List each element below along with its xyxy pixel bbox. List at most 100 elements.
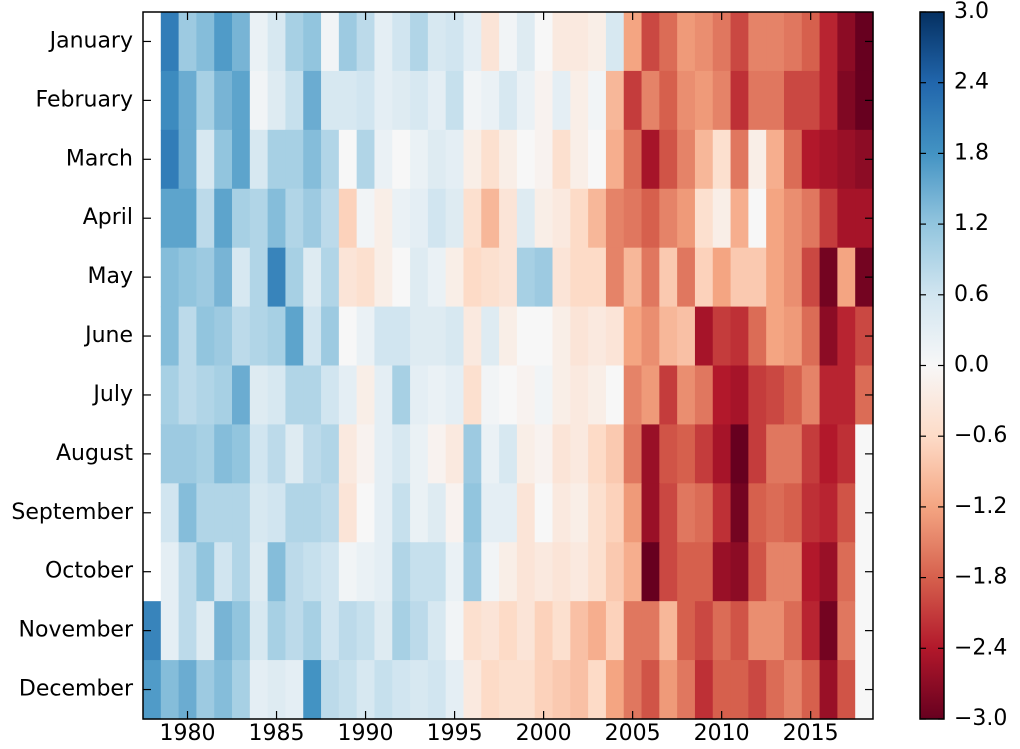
heatmap-cell	[605, 188, 625, 249]
heatmap-cell	[374, 306, 393, 367]
heatmap-cell	[819, 365, 838, 426]
heatmap-cell	[499, 483, 518, 543]
heatmap-cell	[410, 542, 429, 602]
x-axis: 1980 1985 1990 1995 2000 2005 2010 2015	[160, 12, 839, 746]
heatmap-cell	[837, 542, 856, 602]
heatmap-cell	[766, 601, 785, 661]
heatmap-cell	[410, 424, 429, 484]
heatmap-cell	[748, 542, 767, 602]
heatmap-cell	[855, 306, 874, 367]
heatmap-cell	[232, 188, 251, 249]
heatmap-cell	[178, 365, 198, 426]
heatmap-cell	[303, 424, 322, 484]
heatmap-cell	[677, 12, 696, 72]
heatmap-cell	[855, 424, 874, 484]
heatmap-cell	[427, 247, 447, 308]
heatmap-cell	[445, 424, 465, 484]
heatmap-cell	[214, 660, 233, 720]
heatmap-cell	[499, 601, 518, 661]
heatmap-cell	[356, 424, 376, 484]
colorbar-tick-label: 0.0	[954, 353, 989, 378]
heatmap-cell	[516, 601, 536, 661]
heatmap-cell	[392, 483, 411, 543]
heatmap-cell	[623, 70, 643, 131]
heatmap-cell	[641, 247, 660, 308]
heatmap-cell	[285, 483, 304, 543]
heatmap-cell	[855, 188, 874, 249]
heatmap-cell	[748, 306, 767, 367]
heatmap-cell	[160, 424, 180, 484]
x-tick-label: 1985	[249, 721, 305, 746]
heatmap-cell	[801, 12, 821, 72]
heatmap-cell	[516, 129, 536, 190]
heatmap-cell	[694, 188, 714, 249]
heatmap-cell	[267, 660, 287, 720]
heatmap-cell	[321, 247, 340, 308]
heatmap-cell	[445, 70, 465, 131]
heatmap-cell	[855, 12, 874, 72]
heatmap-cell	[659, 188, 678, 249]
y-tick-label: September	[11, 500, 134, 525]
heatmap-cell	[552, 70, 571, 131]
heatmap-cell	[570, 129, 589, 190]
heatmap-cell	[196, 306, 215, 367]
heatmap-cell	[712, 542, 732, 602]
heatmap-cell	[196, 365, 215, 426]
heatmap-cell	[766, 70, 785, 131]
heatmap-cell	[534, 365, 554, 426]
heatmap-cell	[659, 365, 678, 426]
heatmap-cell	[160, 70, 180, 131]
heatmap-cell	[730, 247, 749, 308]
y-tick-label: June	[83, 323, 133, 348]
heatmap-cell	[659, 601, 678, 661]
heatmap-cell	[160, 660, 180, 720]
heatmap-cell	[160, 247, 180, 308]
heatmap-cell	[338, 70, 358, 131]
heatmap-cell	[427, 424, 447, 484]
heatmap-cell	[659, 70, 678, 131]
heatmap-cell	[837, 601, 856, 661]
heatmap-cell	[445, 129, 465, 190]
heatmap-cell	[766, 188, 785, 249]
heatmap-cell	[267, 12, 287, 72]
heatmap-cell	[766, 483, 785, 543]
heatmap-cell	[303, 247, 322, 308]
heatmap-cell	[783, 129, 803, 190]
heatmap-cell	[374, 365, 393, 426]
heatmap-cell	[712, 483, 732, 543]
heatmap-cell	[427, 70, 447, 131]
heatmap-cell	[178, 70, 198, 131]
y-tick-label: December	[19, 677, 134, 702]
heatmap-cell	[463, 129, 482, 190]
heatmap-cell	[730, 129, 749, 190]
heatmap-cell	[338, 601, 358, 661]
plot-frame	[142, 11, 874, 720]
heatmap-cell	[819, 542, 838, 602]
heatmap-cell	[481, 12, 500, 72]
heatmap-cell	[285, 70, 304, 131]
heatmap-cell	[694, 129, 714, 190]
heatmap-cell	[481, 601, 500, 661]
heatmap-cell	[214, 483, 233, 543]
heatmap-cell	[160, 542, 180, 602]
heatmap-cell	[321, 12, 340, 72]
heatmap-cell	[534, 306, 554, 367]
colorbar-tick-label: −1.2	[954, 494, 1007, 519]
heatmap-cell	[516, 365, 536, 426]
heatmap-cell	[694, 365, 714, 426]
heatmap-cell	[552, 365, 571, 426]
heatmap-cell	[516, 247, 536, 308]
heatmap-cell	[392, 306, 411, 367]
heatmap-cell	[819, 483, 838, 543]
heatmap-cell	[338, 129, 358, 190]
heatmap-cell	[481, 188, 500, 249]
heatmap-cell	[374, 129, 393, 190]
heatmap-cell	[214, 601, 233, 661]
heatmap-cell	[249, 70, 269, 131]
heatmap-cell	[677, 70, 696, 131]
heatmap-cell	[783, 424, 803, 484]
heatmap-cell	[623, 601, 643, 661]
y-axis: January February March April May June July Augu…	[11, 28, 873, 702]
heatmap-cell	[267, 247, 287, 308]
heatmap-cell	[855, 70, 874, 131]
